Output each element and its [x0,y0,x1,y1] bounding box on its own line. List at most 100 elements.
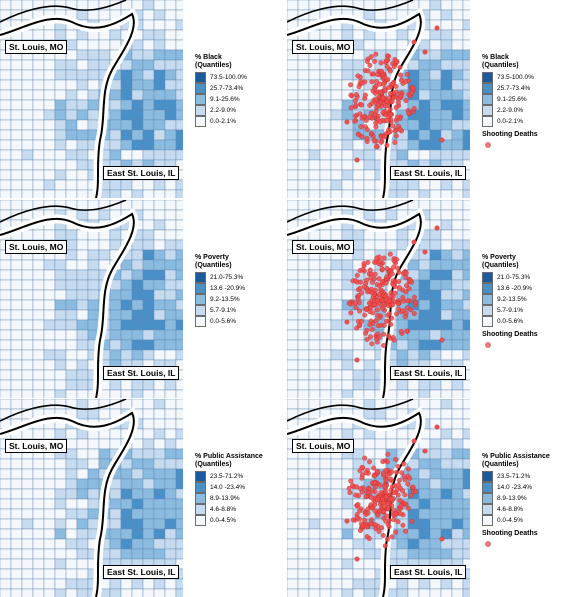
legend-class-label: 21.0-75.3% [497,274,531,281]
legend-class-row: 5.7-9.1% [482,305,573,316]
legend-class-label: 13.6 -20.9% [497,285,533,292]
city-label-st-louis: St. Louis, MO [5,240,68,254]
legend-subtitle: (Quantiles) [195,62,232,69]
legend-class-label: 0.0-5.6% [497,318,524,325]
legend-class-row: 0.0-2.1% [482,116,573,127]
legend-swatch [482,105,493,116]
legend-shooting-dot-icon [485,342,491,348]
legend-class-label: 73.5-100.0% [497,74,534,81]
city-label-east-st-louis: East St. Louis, IL [103,366,180,380]
legend-subtitle: (Quantiles) [482,62,519,69]
legend-class-row: 5.7-9.1% [195,305,286,316]
map-panel-assistance-shootings: St. Louis, MO East St. Louis, IL % Public … [287,399,573,597]
map-svg [287,0,470,198]
legend-class-label: 8.9-13.9% [497,495,527,502]
legend-class-row: 4.6-8.8% [482,504,573,515]
legend-swatch [482,94,493,105]
legend-title: % Black [482,54,509,61]
legend-title: % Poverty [482,254,516,261]
city-label-st-louis: St. Louis, MO [5,439,68,453]
legend-class-row: 4.6-8.8% [195,504,286,515]
map-panel-poverty: St. Louis, MO East St. Louis, IL % Poverty… [0,200,286,398]
map-legend: % Black (Quantiles) 73.5-100.0% 25.7-73.4% 9… [195,54,286,127]
legend-class-label: 25.7-73.4% [497,85,531,92]
legend-class-row: 23.5-71.2% [195,471,286,482]
legend-class-row: 21.0-75.3% [195,272,286,283]
map-svg [287,200,470,398]
legend-class-row: 9.2-13.5% [482,294,573,305]
legend-swatch [195,515,206,526]
legend-swatch [195,83,206,94]
city-label-st-louis: St. Louis, MO [5,40,68,54]
legend-class-row: 25.7-73.4% [195,83,286,94]
map-svg [0,200,183,398]
legend-class-row: 9.1-25.6% [195,94,286,105]
legend-class-label: 4.6-8.8% [210,506,237,513]
legend-class-label: 0.0-2.1% [210,118,237,125]
legend-swatch [195,305,206,316]
legend-swatch [482,116,493,127]
map-panel-assistance: St. Louis, MO East St. Louis, IL % Public … [0,399,286,597]
legend-class-label: 8.9-13.9% [210,495,240,502]
legend-shooting-dot-icon [485,541,491,547]
legend-swatch [482,316,493,327]
legend-class-row: 73.5-100.0% [195,72,286,83]
legend-class-row: 14.0 -23.4% [482,482,573,493]
legend-class-label: 21.0-75.3% [210,274,244,281]
legend-class-label: 2.2-9.0% [210,107,237,114]
legend-class-label: 9.2-13.5% [497,296,527,303]
legend-class-row: 13.6 -20.9% [195,283,286,294]
legend-swatch [482,72,493,83]
map-panel-poverty-shootings: St. Louis, MO East St. Louis, IL % Poverty… [287,200,573,398]
legend-swatch [482,305,493,316]
legend-class-row: 2.2-9.0% [482,105,573,116]
map-legend: % Public Assistance (Quantiles) 23.5-71.2%… [195,453,286,526]
legend-class-row: 13.6 -20.9% [482,283,573,294]
legend-swatch [195,471,206,482]
legend-class-label: 2.2-9.0% [497,107,524,114]
map-legend: % Poverty (Quantiles) 21.0-75.3% 13.6 -20.9… [195,254,286,327]
legend-class-label: 0.0-4.5% [210,517,237,524]
legend-class-row: 0.0-4.5% [195,515,286,526]
legend-class-label: 5.7-9.1% [210,307,237,314]
legend-swatch [482,272,493,283]
legend-class-row: 2.2-9.0% [195,105,286,116]
city-label-east-st-louis: East St. Louis, IL [390,565,467,579]
city-label-st-louis: St. Louis, MO [292,439,355,453]
legend-swatch [482,504,493,515]
map-legend: % Black (Quantiles) 73.5-100.0% 25.7-73.4% 9… [482,54,573,148]
legend-class-row: 9.1-25.6% [482,94,573,105]
city-label-east-st-louis: East St. Louis, IL [103,565,180,579]
choropleth-map [0,399,183,597]
city-label-east-st-louis: East St. Louis, IL [103,166,180,180]
legend-swatch [195,283,206,294]
legend-class-row: 0.0-5.6% [195,316,286,327]
legend-class-row: 14.0 -23.4% [195,482,286,493]
legend-swatch [482,482,493,493]
legend-class-label: 9.2-13.5% [210,296,240,303]
legend-title: % Black [195,54,222,61]
legend-class-label: 0.0-4.5% [497,517,524,524]
legend-subtitle: (Quantiles) [482,262,519,269]
legend-swatch [195,294,206,305]
legend-swatch [195,493,206,504]
legend-shooting-deaths-label: Shooting Deaths [482,331,538,338]
map-svg [0,399,183,597]
city-label-st-louis: St. Louis, MO [292,240,355,254]
legend-swatch [195,72,206,83]
map-panel-black: St. Louis, MO East St. Louis, IL % Black (Q… [0,0,286,198]
legend-class-row: 23.5-71.2% [482,471,573,482]
legend-swatch [482,515,493,526]
legend-class-label: 23.5-71.2% [210,473,244,480]
legend-class-label: 23.5-71.2% [497,473,531,480]
city-label-east-st-louis: East St. Louis, IL [390,166,467,180]
legend-swatch [482,493,493,504]
legend-swatch [482,83,493,94]
legend-class-label: 14.0 -23.4% [497,484,533,491]
legend-class-row: 0.0-5.6% [482,316,573,327]
choropleth-map [0,200,183,398]
legend-class-label: 25.7-73.4% [210,85,244,92]
legend-swatch [195,116,206,127]
legend-class-row: 0.0-2.1% [195,116,286,127]
legend-class-label: 5.7-9.1% [497,307,524,314]
